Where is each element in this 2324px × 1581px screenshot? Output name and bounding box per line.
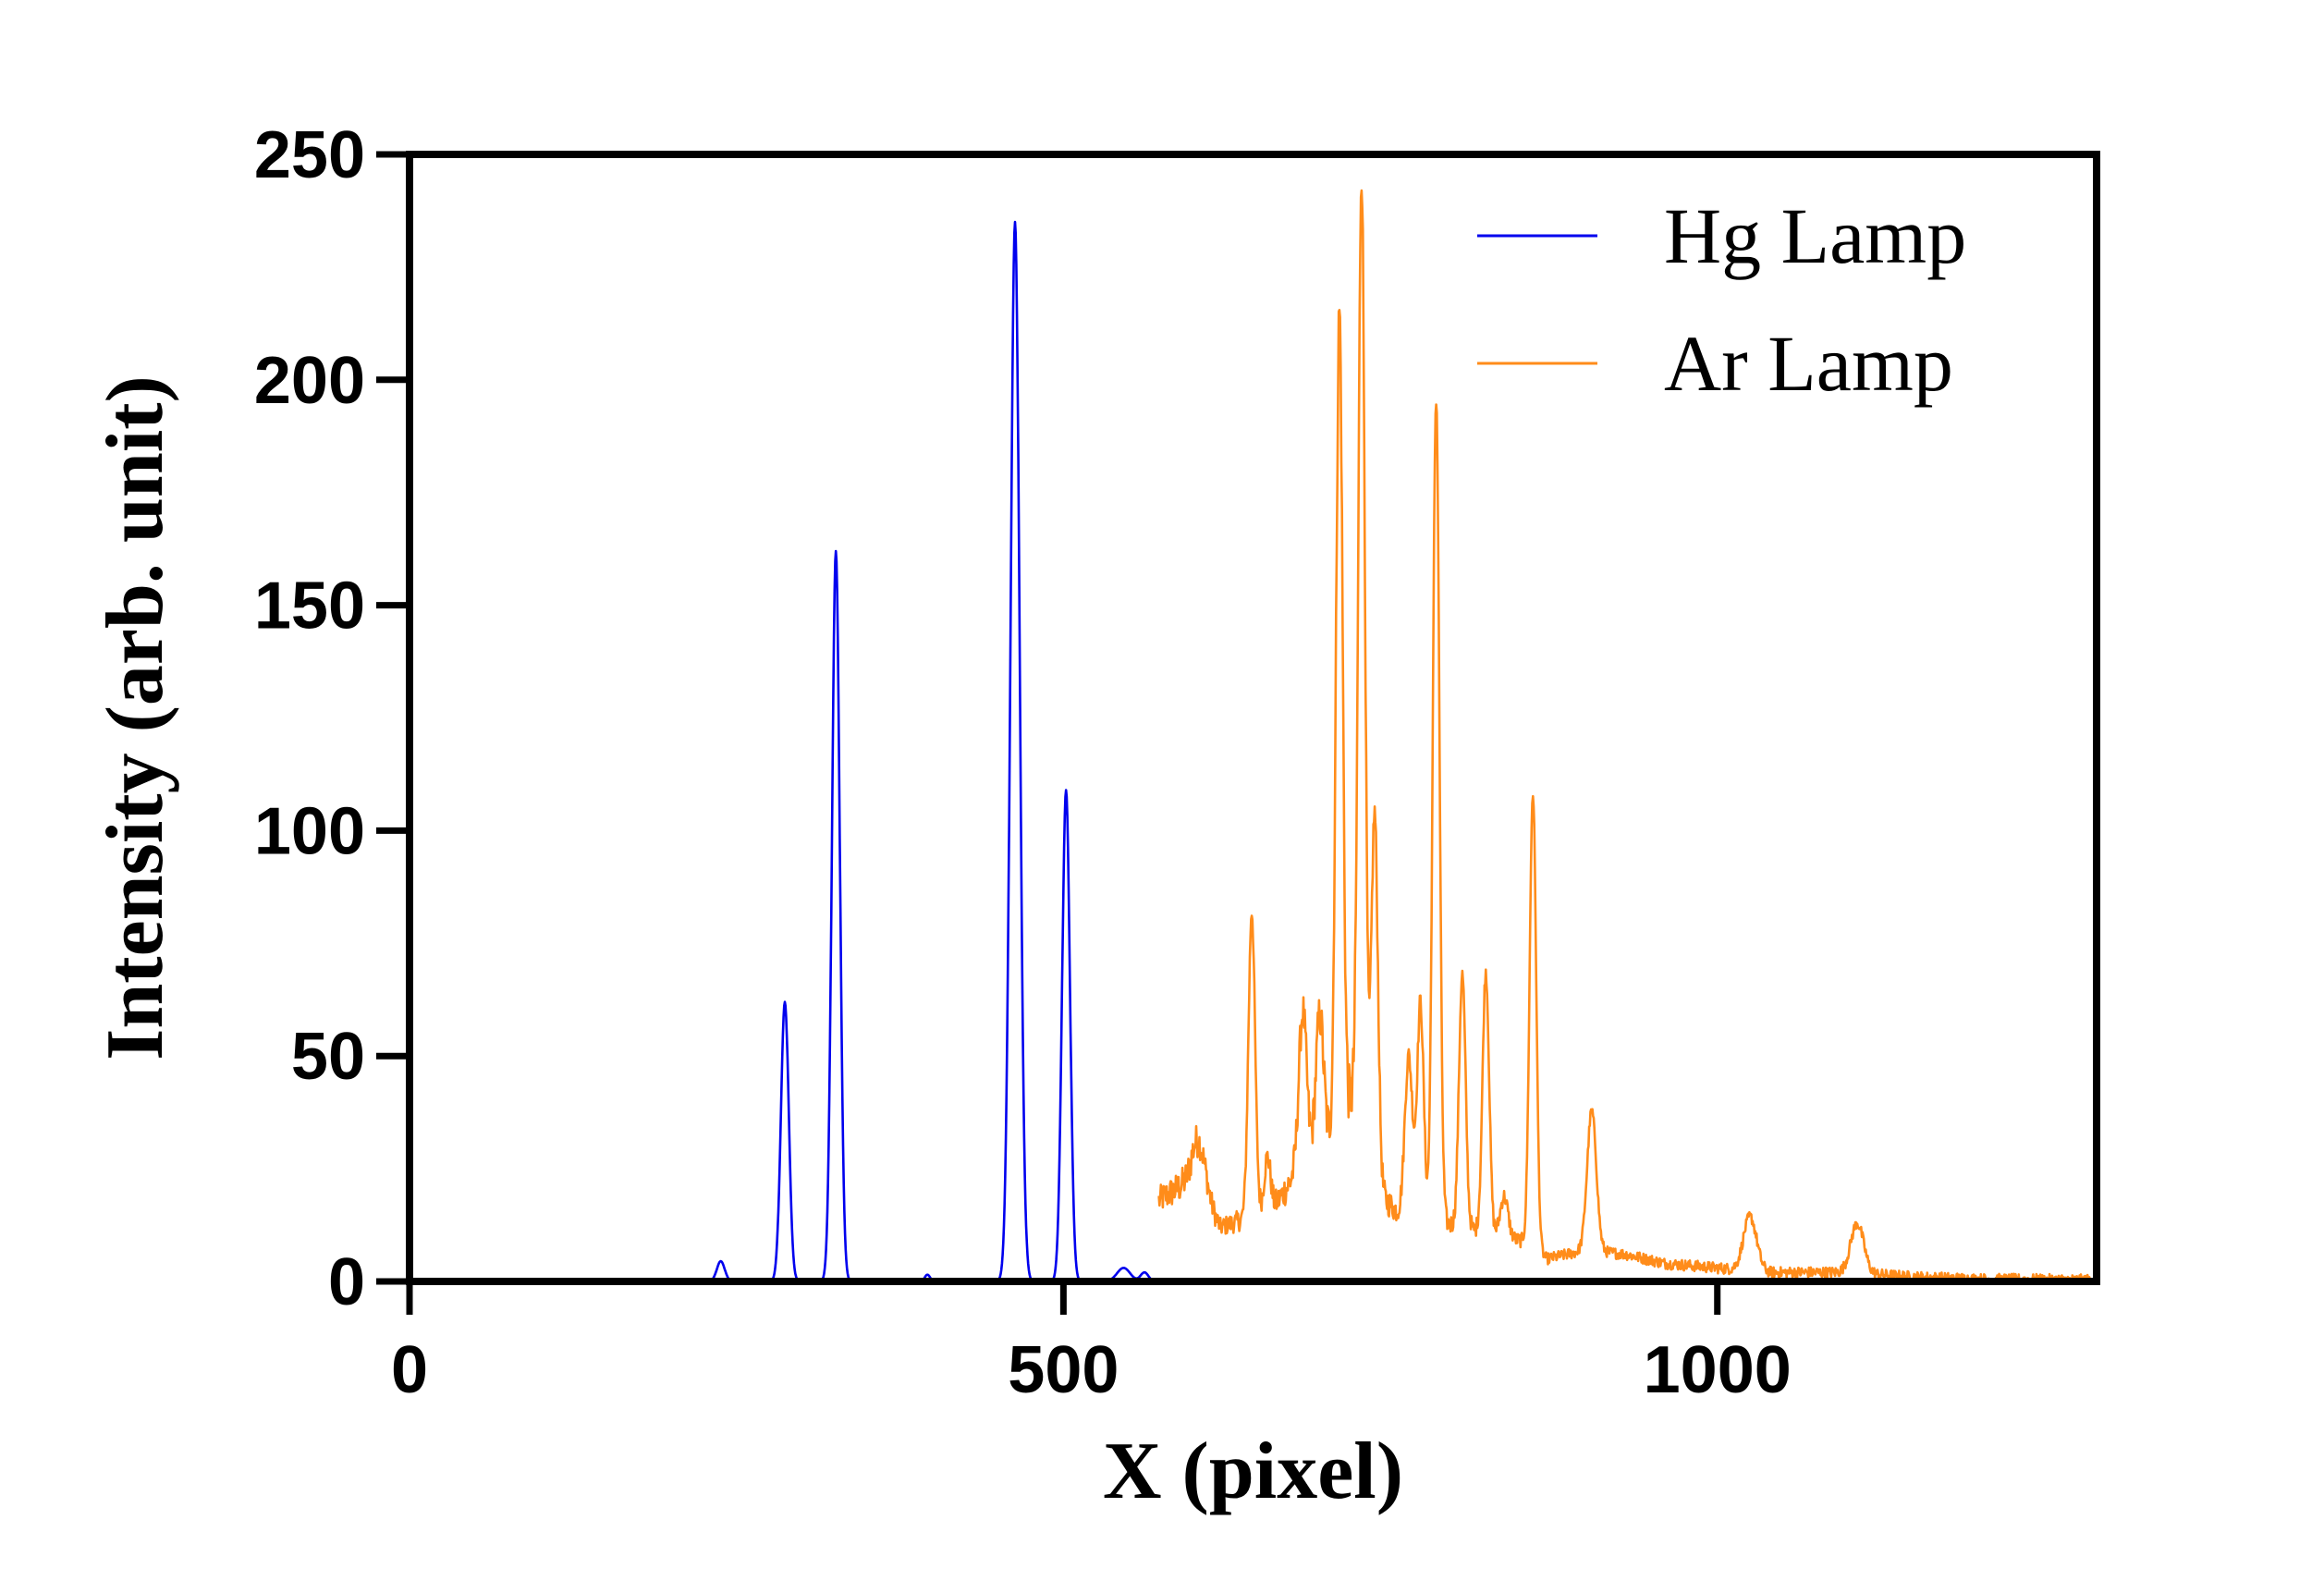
y-tick-label: 200	[254, 344, 365, 418]
legend: Hg Lamp Ar Lamp	[1477, 191, 1966, 408]
y-tick-label: 250	[254, 118, 365, 192]
plot-frame	[406, 151, 2100, 1285]
y-tick-label: 100	[254, 794, 365, 868]
x-tick-label: 0	[391, 1333, 428, 1407]
y-axis-title: Intensity (arb. unit)	[91, 375, 180, 1060]
y-tick-label: 150	[254, 570, 365, 643]
y-tick-label: 50	[291, 1020, 365, 1094]
legend-label-hg: Hg Lamp	[1664, 191, 1966, 280]
x-axis-title: X (pixel)	[1103, 1427, 1403, 1516]
y-tick-label: 0	[328, 1245, 365, 1319]
x-tick-label: 1000	[1644, 1333, 1792, 1407]
x-tick-label: 500	[1008, 1333, 1119, 1407]
ticks-layer: 0 50 100 150 200 250 0 500 1000	[254, 118, 1792, 1407]
legend-label-ar: Ar Lamp	[1664, 319, 1953, 408]
